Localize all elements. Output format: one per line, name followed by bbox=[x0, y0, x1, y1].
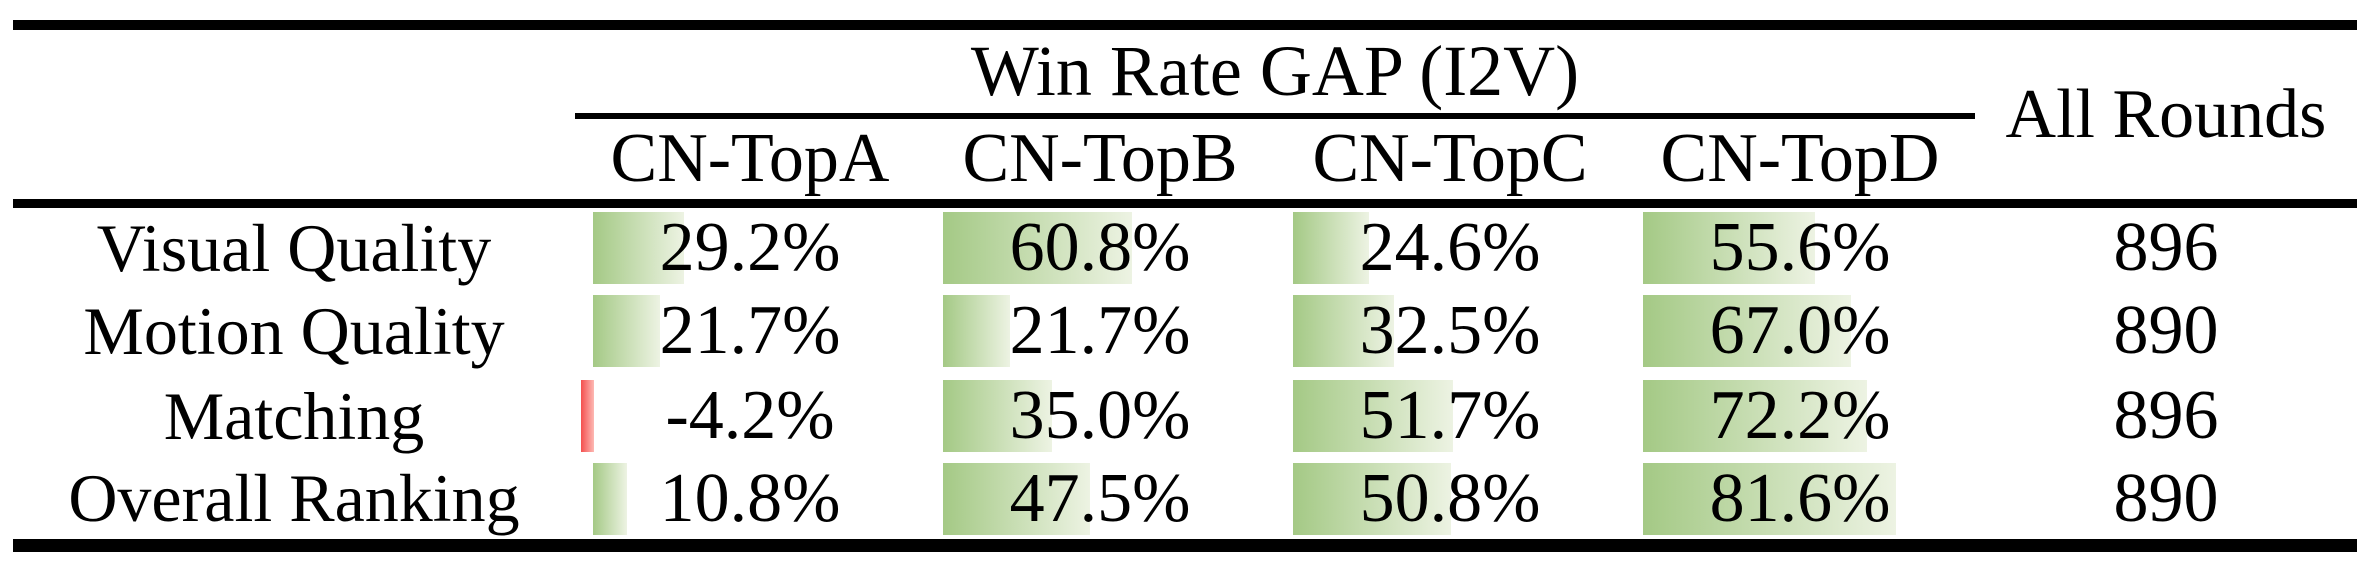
data-cell: 21.7% bbox=[575, 289, 925, 374]
all-rounds-value: 896 bbox=[1975, 199, 2357, 289]
data-bar bbox=[1643, 380, 1867, 452]
cell-value: 21.7% bbox=[659, 292, 841, 369]
cell-value: -4.2% bbox=[665, 377, 835, 454]
row-label: Visual Quality bbox=[13, 199, 575, 289]
win-rate-gap-table: Win Rate GAP (I2V) All Rounds CN-TopA CN… bbox=[13, 20, 2357, 552]
group-header-win-rate-gap: Win Rate GAP (I2V) bbox=[575, 25, 1975, 119]
cell-value: 50.8% bbox=[1359, 459, 1541, 537]
data-cell: 32.5% bbox=[1275, 289, 1625, 374]
cell-value: 60.8% bbox=[1009, 209, 1191, 287]
data-cell: 67.0% bbox=[1625, 289, 1975, 374]
all-rounds-value: 896 bbox=[2113, 377, 2219, 454]
column-header-cn-topd: CN-TopD bbox=[1660, 120, 1940, 197]
data-cell: 24.6% bbox=[1275, 199, 1625, 289]
data-cell: 10.8% bbox=[575, 459, 925, 546]
column-header-cn-topc: CN-TopC bbox=[1312, 120, 1588, 197]
table-row-overall-ranking: Overall Ranking 10.8% 47.5% 50.8% 81.6% … bbox=[13, 459, 2357, 546]
data-bar bbox=[943, 212, 1132, 285]
table-row-motion-quality: Motion Quality 21.7% 21.7% 32.5% 67.0% 8… bbox=[13, 289, 2357, 374]
data-cell: -4.2% bbox=[575, 374, 925, 459]
all-rounds-value: 890 bbox=[2113, 292, 2219, 369]
data-cell: 35.0% bbox=[925, 374, 1275, 459]
cell-value: 35.0% bbox=[1009, 377, 1191, 454]
row-label: Overall Ranking bbox=[68, 460, 520, 536]
data-cell: 60.8% bbox=[925, 199, 1275, 289]
data-cell: 72.2% bbox=[1625, 374, 1975, 459]
cell-value: 10.8% bbox=[659, 459, 841, 537]
cell-value: 55.6% bbox=[1709, 209, 1891, 287]
data-bar bbox=[1643, 212, 1816, 285]
row-label: Matching bbox=[163, 377, 425, 454]
data-bar bbox=[581, 380, 594, 452]
data-cell: 81.6% bbox=[1625, 459, 1975, 546]
data-bar bbox=[1643, 462, 1896, 535]
data-bar bbox=[593, 462, 627, 535]
data-bar bbox=[943, 380, 1052, 452]
cell-value: 24.6% bbox=[1359, 209, 1541, 287]
data-cell: 29.2% bbox=[575, 199, 925, 289]
data-bar bbox=[1293, 212, 1370, 285]
data-bar bbox=[1643, 295, 1851, 367]
table-row-visual-quality: Visual Quality 29.2% 60.8% 24.6% 55.6% 8… bbox=[13, 199, 2357, 289]
data-bar bbox=[593, 295, 661, 367]
data-cell: 51.7% bbox=[1275, 374, 1625, 459]
data-bar bbox=[943, 295, 1011, 367]
data-cell: 47.5% bbox=[925, 459, 1275, 546]
column-header-all-rounds: All Rounds bbox=[2005, 75, 2327, 153]
data-bar bbox=[943, 462, 1091, 535]
data-bar bbox=[1293, 380, 1454, 452]
cell-value: 51.7% bbox=[1359, 377, 1541, 454]
cell-value: 21.7% bbox=[1009, 292, 1191, 369]
data-cell: 21.7% bbox=[925, 289, 1275, 374]
cell-value: 47.5% bbox=[1009, 459, 1191, 537]
row-label: Motion Quality bbox=[83, 292, 505, 369]
cell-value: 72.2% bbox=[1709, 377, 1891, 454]
cell-value: 67.0% bbox=[1709, 292, 1891, 369]
column-header-cn-topa: CN-TopA bbox=[610, 120, 890, 197]
corner-spacer bbox=[13, 25, 575, 116]
cell-value: 29.2% bbox=[659, 209, 841, 287]
cell-value: 81.6% bbox=[1709, 459, 1891, 537]
table-row-matching: Matching -4.2% 35.0% 51.7% 72.2% 896 bbox=[13, 374, 2357, 459]
corner-spacer-2 bbox=[13, 116, 575, 204]
all-rounds-value: 890 bbox=[2113, 459, 2219, 537]
data-cell: 50.8% bbox=[1275, 459, 1625, 546]
data-bar bbox=[1293, 462, 1451, 535]
win-rate-table-figure: Win Rate GAP (I2V) All Rounds CN-TopA CN… bbox=[13, 20, 2357, 552]
cell-value: 32.5% bbox=[1359, 292, 1541, 369]
data-bar bbox=[1293, 295, 1394, 367]
data-cell: 55.6% bbox=[1625, 199, 1975, 289]
data-bar bbox=[593, 212, 684, 285]
column-header-cn-topb: CN-TopB bbox=[962, 120, 1238, 197]
